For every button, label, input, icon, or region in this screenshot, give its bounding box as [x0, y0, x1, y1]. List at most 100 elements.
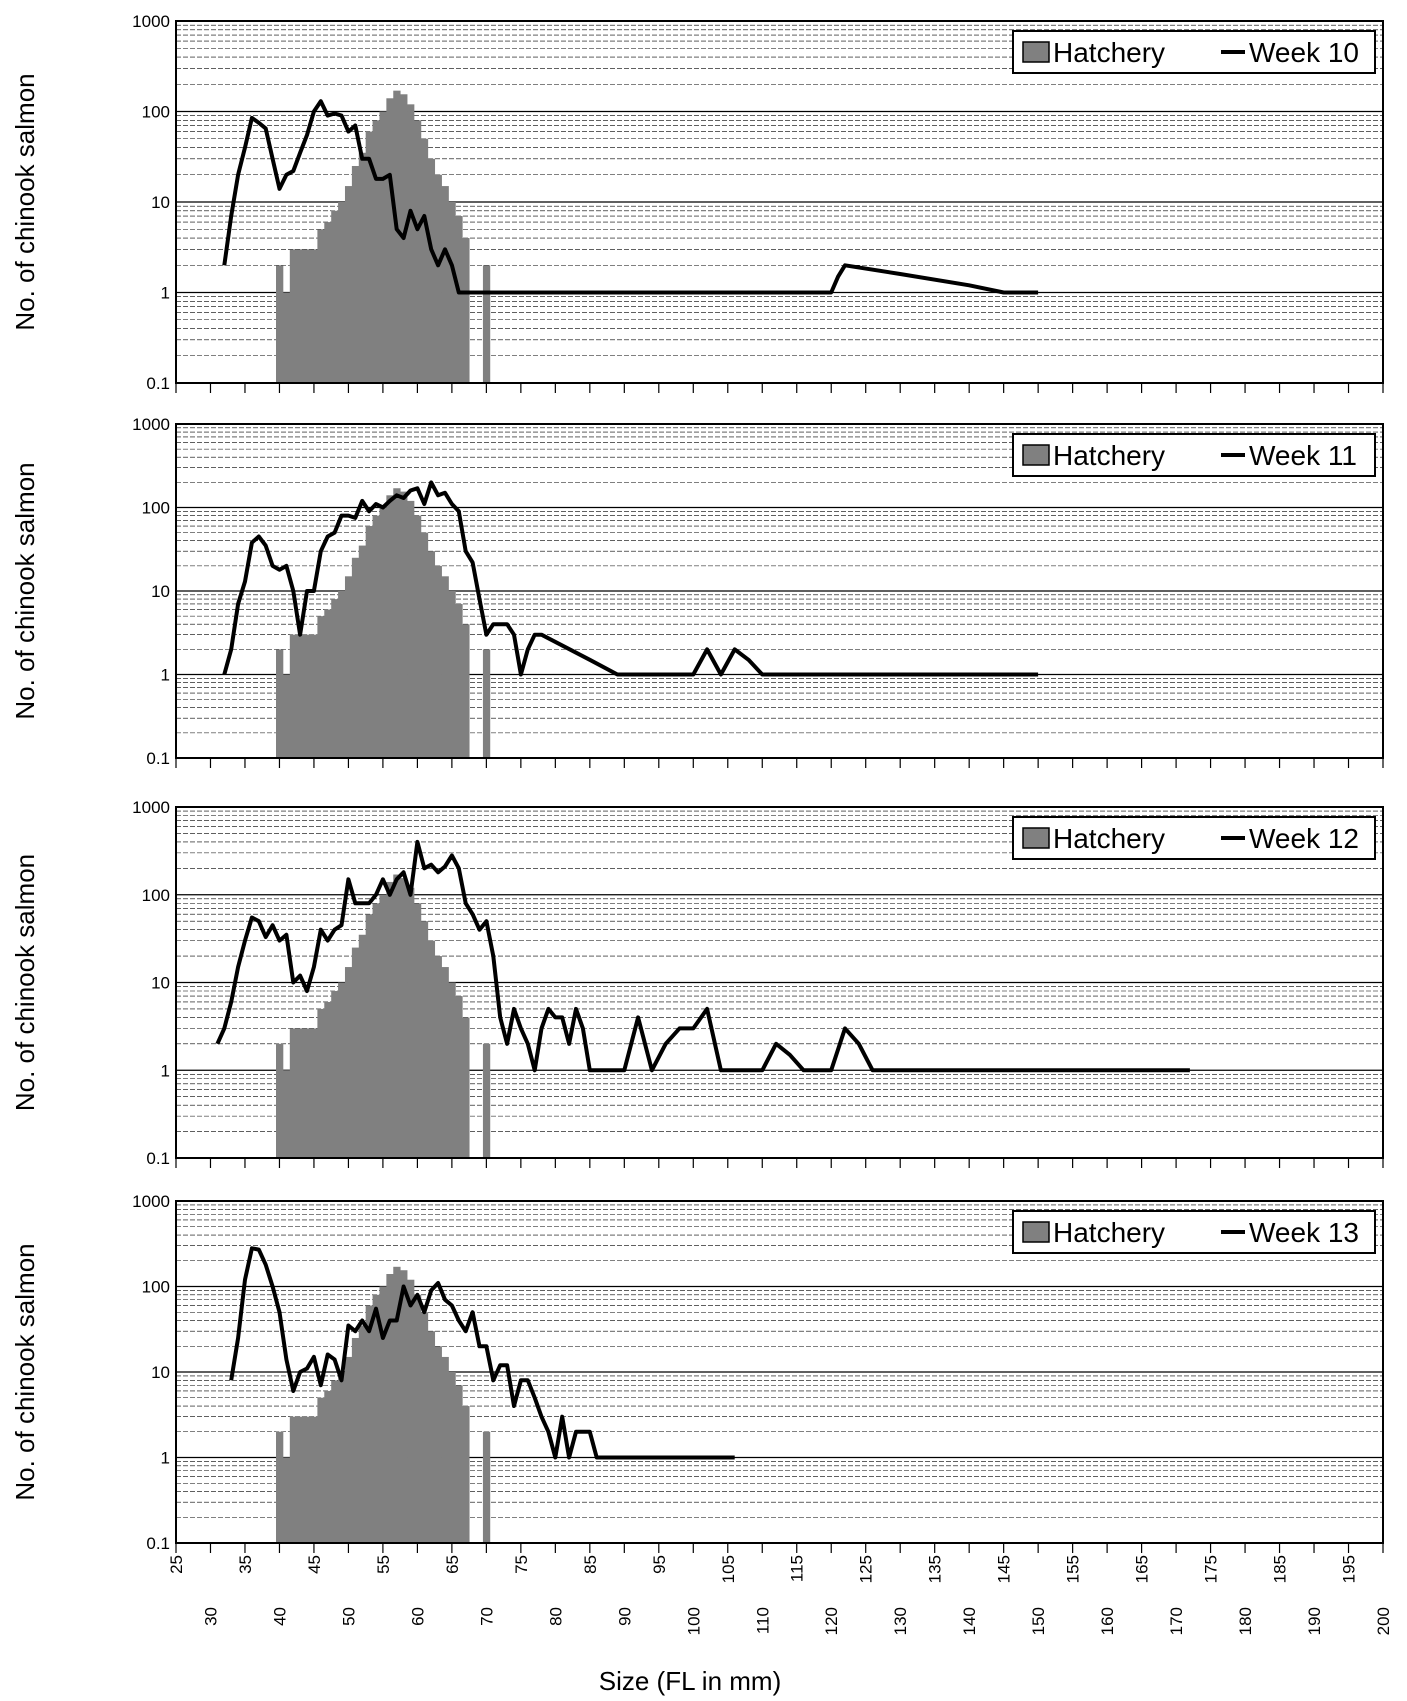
- y-tick-label: 0.1: [146, 1149, 170, 1168]
- y-tick-label: 1: [161, 284, 170, 303]
- hatchery-bar: [455, 1385, 463, 1543]
- y-axis-title: No. of chinook salmon: [10, 854, 40, 1111]
- hatchery-bar: [482, 649, 491, 758]
- x-tick-label: 135: [926, 1555, 945, 1583]
- x-tick-label: 105: [719, 1555, 738, 1583]
- chart-panel-1: 0.1 1 10 100 1000 No. of chinook salmon Hatche…: [10, 12, 1384, 393]
- y-tick-label: 1: [161, 666, 170, 685]
- hatchery-bar: [427, 158, 436, 383]
- hatchery-bar: [434, 565, 442, 758]
- y-tick-label: 100: [142, 103, 170, 122]
- hatchery-bar: [407, 887, 415, 1158]
- hatchery-bar: [276, 1431, 284, 1543]
- hatchery-bar: [358, 934, 367, 1158]
- x-tick-label: 60: [408, 1607, 427, 1626]
- hatchery-bar: [462, 1017, 470, 1158]
- x-tick-label: 95: [650, 1555, 669, 1574]
- hatchery-bar: [338, 1372, 346, 1543]
- hatchery-bar: [482, 1431, 491, 1543]
- x-tick-label: 45: [305, 1555, 324, 1574]
- hatchery-bar: [296, 634, 304, 758]
- hatchery-bar: [310, 249, 318, 383]
- y-axis-title: No. of chinook salmon: [10, 462, 40, 719]
- hatchery-bar: [420, 138, 429, 383]
- hatchery-bar: [303, 1416, 311, 1543]
- hatchery-bar: [448, 591, 456, 758]
- legend-label-week: Week 12: [1249, 823, 1359, 854]
- legend-label-week: Week 13: [1249, 1217, 1359, 1248]
- hatchery-bar: [365, 914, 373, 1158]
- hatchery-bar: [482, 1043, 491, 1158]
- x-tick-label: 70: [477, 1607, 496, 1626]
- x-tick-label: 55: [374, 1555, 393, 1574]
- x-tick-label: 85: [581, 1555, 600, 1574]
- hatchery-bar: [441, 1356, 449, 1543]
- hatchery-bar: [276, 649, 284, 758]
- plot-frame: [175, 806, 1384, 1159]
- legend-label-hatchery: Hatchery: [1053, 37, 1165, 68]
- legend: Hatchery Week 10: [1012, 30, 1376, 74]
- hatchery-bar: [393, 488, 401, 758]
- hatchery-bar: [427, 551, 436, 758]
- legend-box: [1012, 433, 1376, 477]
- y-tick-label: 0.1: [146, 1534, 170, 1553]
- y-tick-label: 1000: [132, 1192, 170, 1211]
- hatchery-bar: [317, 1397, 325, 1543]
- y-tick-label: 1000: [132, 798, 170, 817]
- hatchery-bar: [310, 634, 318, 758]
- hatchery-bar: [351, 557, 360, 758]
- hatchery-bar: [413, 903, 422, 1158]
- hatchery-bar: [338, 982, 346, 1158]
- x-tick-label: 200: [1374, 1607, 1393, 1635]
- hatchery-bar: [324, 1390, 332, 1543]
- y-tick-label: 100: [142, 1278, 170, 1297]
- hatchery-bar: [413, 515, 422, 758]
- hatchery-bar: [317, 616, 325, 758]
- hatchery-bar: [282, 1457, 291, 1543]
- hatchery-bar: [441, 967, 449, 1158]
- x-tick-label: 150: [1029, 1607, 1048, 1635]
- week-line: [222, 99, 1039, 295]
- hatchery-bar: [379, 507, 387, 758]
- y-tick-label: 0.1: [146, 374, 170, 393]
- y-tick-label: 1: [161, 1061, 170, 1080]
- week-line: [215, 839, 1190, 1073]
- y-tick-label: 10: [151, 193, 170, 212]
- legend-swatch-hatchery: [1022, 41, 1050, 63]
- y-tick-label: 1000: [132, 415, 170, 434]
- legend: Hatchery Week 11: [1012, 433, 1376, 477]
- hatchery-bar: [455, 603, 463, 758]
- hatchery-bar: [413, 120, 422, 383]
- hatchery-bar: [289, 249, 298, 383]
- hatchery-bar: [372, 515, 380, 758]
- chart-panel-3: 0.1 1 10 100 1000 No. of chinook salmon Hatche…: [10, 798, 1384, 1168]
- hatchery-bar: [482, 265, 491, 383]
- hatchery-bar: [400, 878, 408, 1158]
- hatchery-bar: [427, 940, 436, 1158]
- x-tick-label: 25: [167, 1555, 186, 1574]
- x-tick-label: 170: [1167, 1607, 1186, 1635]
- x-tick-label: 120: [822, 1607, 841, 1635]
- hatchery-bar: [393, 1266, 401, 1543]
- legend-swatch-hatchery: [1022, 444, 1050, 466]
- x-tick-label: 75: [512, 1555, 531, 1574]
- hatchery-bar: [441, 186, 449, 383]
- hatchery-bar: [379, 894, 387, 1158]
- hatchery-bar: [448, 982, 456, 1158]
- x-tick-label: 100: [684, 1607, 703, 1635]
- hatchery-bar: [365, 131, 373, 383]
- hatchery-bar: [386, 881, 394, 1158]
- chart-panel-4: 0.1 1 10 100 1000 No. of chinook salmon Hatche…: [10, 1192, 1384, 1553]
- hatchery-bar: [338, 202, 346, 383]
- plot-frame: [175, 1200, 1384, 1544]
- hatchery-bar: [324, 1001, 332, 1158]
- legend-box: [1012, 30, 1376, 74]
- hatchery-bars: [276, 1266, 491, 1543]
- y-tick-label: 0.1: [146, 749, 170, 768]
- x-tick-label: 30: [201, 1607, 220, 1626]
- x-tick-label: 145: [995, 1555, 1014, 1583]
- hatchery-bar: [420, 532, 429, 758]
- hatchery-bar: [393, 90, 401, 383]
- hatchery-bar: [303, 249, 311, 383]
- hatchery-bar: [441, 576, 449, 758]
